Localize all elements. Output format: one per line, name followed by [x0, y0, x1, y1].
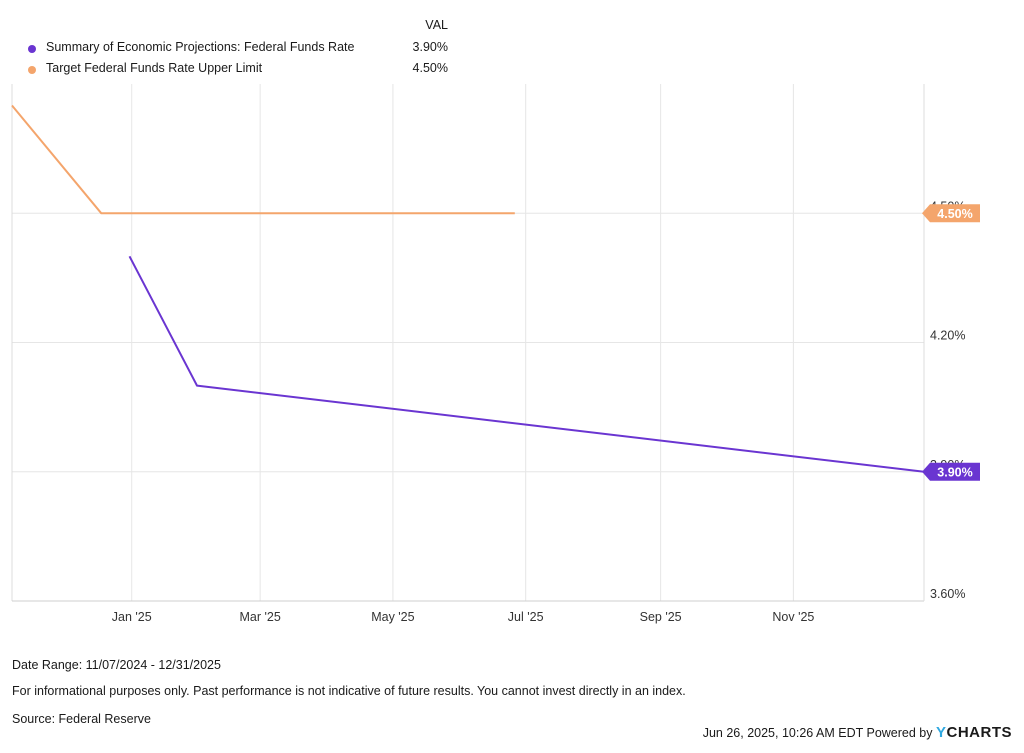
x-tick-label: Sep '25	[640, 610, 682, 624]
date-range: Date Range: 11/07/2024 - 12/31/2025	[12, 658, 221, 672]
series-line-sep	[128, 255, 925, 473]
y-tick-label: 4.20%	[930, 329, 965, 343]
legend-dot-sep	[28, 45, 36, 53]
source: Source: Federal Reserve	[12, 712, 151, 726]
x-tick-label: Jan '25	[112, 610, 152, 624]
timestamp-attribution: Jun 26, 2025, 10:26 AM EDT Powered by YC…	[703, 724, 1012, 741]
legend-value-target: 4.50%	[412, 61, 448, 75]
legend-header: VAL	[425, 18, 448, 32]
end-value-label: 3.90%	[937, 465, 972, 479]
ycharts-logo[interactable]: YCHARTS	[936, 724, 1012, 741]
end-value-flag	[922, 204, 980, 223]
legend-name-target: Target Federal Funds Rate Upper Limit	[46, 61, 263, 75]
ycharts-logo-text: CHARTS	[946, 724, 1012, 741]
x-tick-label: May '25	[371, 610, 414, 624]
legend-dot-target	[28, 66, 36, 74]
disclaimer: For informational purposes only. Past pe…	[12, 684, 686, 698]
timestamp: Jun 26, 2025, 10:26 AM EDT Powered by	[702, 726, 933, 740]
x-tick-label: Jul '25	[508, 610, 544, 624]
end-value-label: 4.50%	[937, 207, 972, 221]
x-tick-label: Nov '25	[772, 610, 814, 624]
x-tick-label: Mar '25	[239, 610, 280, 624]
end-value-flag	[922, 462, 980, 481]
series-line-target	[11, 104, 515, 215]
y-tick-label: 3.60%	[930, 587, 965, 601]
ycharts-logo-y: Y	[935, 724, 947, 741]
legend-name-sep: Summary of Economic Projections: Federal…	[46, 40, 355, 54]
legend-value-sep: 3.90%	[412, 40, 448, 54]
